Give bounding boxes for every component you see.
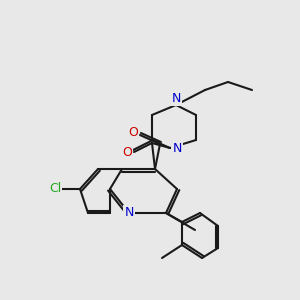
Text: N: N xyxy=(172,142,182,154)
Text: N: N xyxy=(171,92,181,104)
Text: O: O xyxy=(128,127,138,140)
Text: N: N xyxy=(124,206,134,220)
Text: O: O xyxy=(122,146,132,158)
Text: Cl: Cl xyxy=(49,182,61,196)
